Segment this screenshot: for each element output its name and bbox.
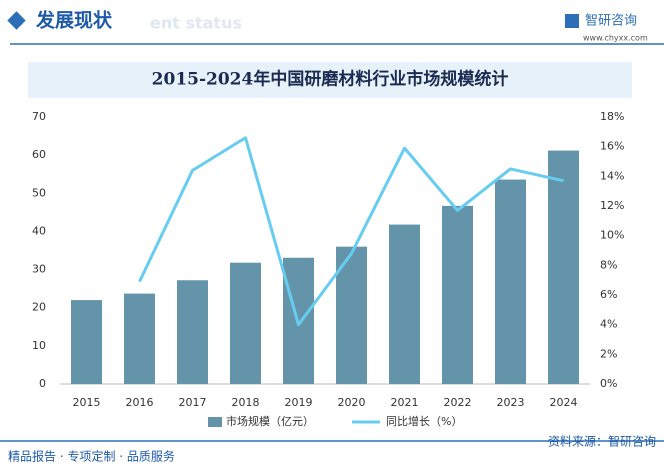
title-band [28,62,632,98]
y-tick-label: 20 [32,301,46,314]
bar [124,293,155,384]
footer-source: 资料来源：智研咨询 [548,434,656,449]
line [138,136,564,327]
x-tick-label: 2021 [391,396,419,409]
y-tick-label: 30 [32,263,46,276]
bar [71,300,102,384]
legend-label: 同比增长（%） [386,414,462,428]
x-tick-label: 2024 [550,396,578,409]
y2-tick-label: 2% [600,347,617,360]
bar [177,280,208,384]
legend-label: 市场规模（亿元） [226,414,314,428]
x-tick-label: 2023 [497,396,525,409]
legend-swatch [208,417,222,427]
bar [230,262,261,384]
y2-tick-label: 0% [600,377,617,390]
header-title: 发展现状 [35,9,113,32]
bar [495,179,526,384]
y2-tick-label: 14% [600,169,624,182]
x-tick-label: 2020 [338,396,366,409]
y-tick-label: 50 [32,186,46,199]
y2-tick-label: 4% [600,318,617,331]
y-tick-label: 10 [32,339,46,352]
logo-icon [565,14,579,28]
header-icon [7,11,26,30]
y2-tick-label: 10% [600,229,624,242]
y2-tick-label: 8% [600,258,617,271]
x-tick-label: 2016 [126,396,154,409]
y2-tick-label: 12% [600,199,624,212]
y-tick-label: 40 [32,224,46,237]
x-tick-label: 2018 [232,396,260,409]
bar [442,205,473,384]
bar [548,150,579,384]
y2-tick-label: 16% [600,140,624,153]
y-tick-label: 0 [39,377,46,390]
y-tick-label: 70 [32,110,46,123]
x-tick-label: 2017 [179,396,207,409]
x-tick-label: 2019 [285,396,313,409]
bar [389,224,420,384]
chart-title: 2015-2024年中国研磨材料行业市场规模统计 [152,69,509,90]
y-tick-label: 60 [32,148,46,161]
header-subtitle: ent status [150,14,242,33]
y2-tick-label: 6% [600,288,617,301]
footer-left: 精品报告 · 专项定制 · 品质服务 [8,449,175,464]
x-tick-label: 2022 [444,396,472,409]
y2-tick-label: 18% [600,110,624,123]
logo-text: 智研咨询 [585,14,637,29]
logo-url: www.chyxx.com [583,34,648,43]
x-tick-label: 2015 [73,396,101,409]
